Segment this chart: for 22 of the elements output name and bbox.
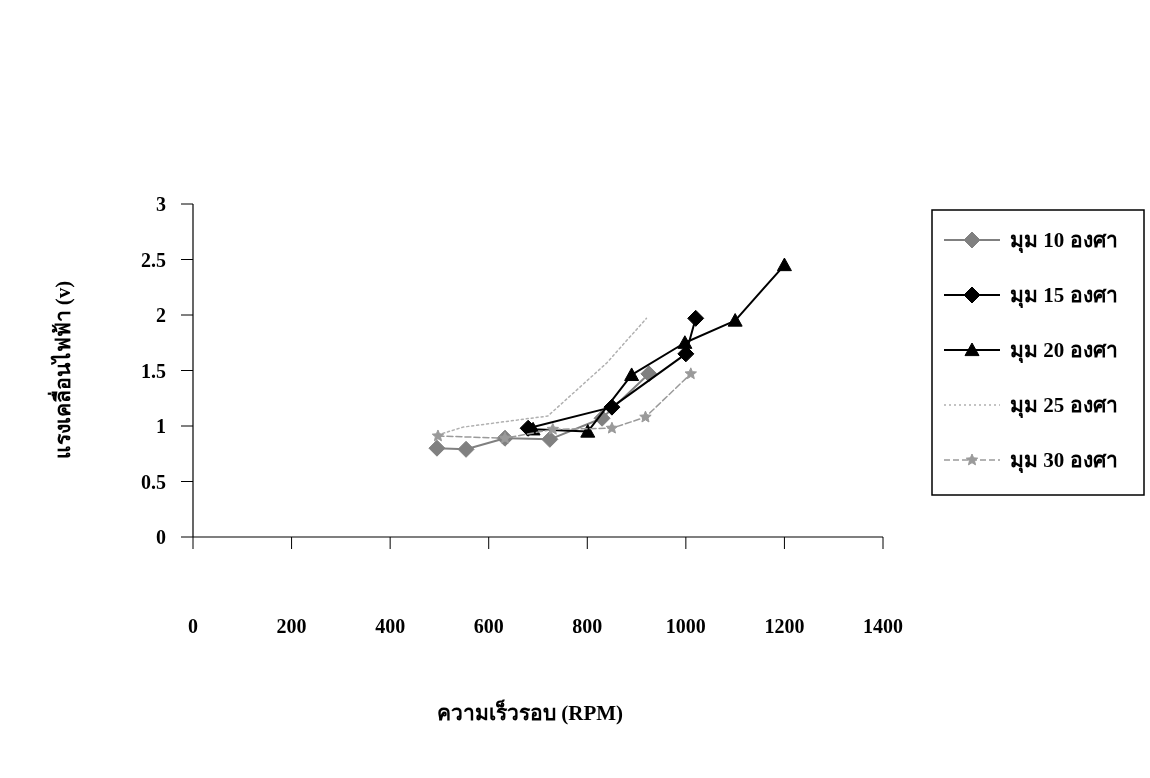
x-tick-label: 800 <box>572 615 603 637</box>
legend-label: มุม 25 องศา <box>1010 393 1118 419</box>
x-tick-label: 600 <box>473 615 504 637</box>
y-tick-label: 2 <box>156 304 166 326</box>
y-tick-label: 2.5 <box>141 248 166 271</box>
y-tick-label: 1 <box>156 415 166 437</box>
y-tick-label: 0 <box>156 526 166 548</box>
x-tick-label: 0 <box>188 615 198 637</box>
y-axis-title: แรงเคลื่อนไฟฟ้า (v) <box>47 280 75 460</box>
legend-label: มุม 30 องศา <box>1010 448 1118 474</box>
legend-label: มุม 15 องศา <box>1010 283 1118 309</box>
x-axis-title: ความเร็วรอบ (RPM) <box>436 699 624 725</box>
y-tick-label: 1.5 <box>141 359 166 382</box>
x-tick-label: 1400 <box>863 615 903 637</box>
x-tick-label: 400 <box>375 615 406 637</box>
legend-label: มุม 20 องศา <box>1010 338 1118 364</box>
x-tick-label: 200 <box>276 615 307 637</box>
legend-label: มุม 10 องศา <box>1010 228 1118 254</box>
y-tick-label: 3 <box>156 193 166 215</box>
x-tick-label: 1200 <box>764 615 805 637</box>
x-tick-label: 1000 <box>665 615 706 637</box>
y-tick-label: 0.5 <box>141 470 166 493</box>
